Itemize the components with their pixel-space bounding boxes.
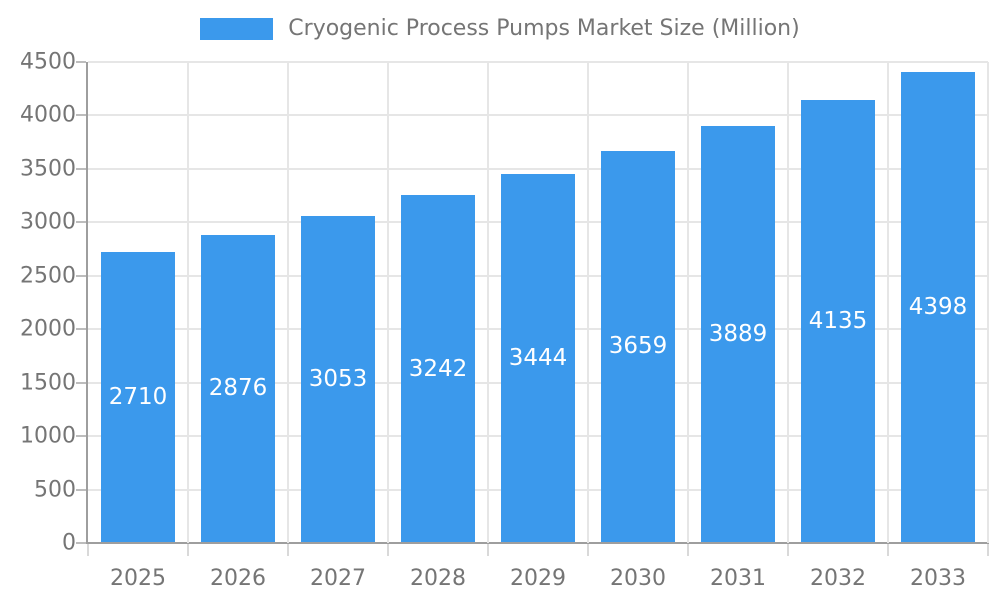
bar-value-label: 2710 [108,384,168,411]
bar: 3242 [401,195,475,542]
x-tick-label: 2033 [910,566,966,591]
x-tick [387,544,389,556]
bar: 4398 [901,71,975,542]
legend[interactable]: Cryogenic Process Pumps Market Size (Mil… [0,16,1000,41]
x-tick-label: 2031 [710,566,766,591]
legend-label: Cryogenic Process Pumps Market Size (Mil… [288,16,800,41]
x-tick-label: 2027 [310,566,366,591]
y-tick-label: 500 [34,477,76,503]
y-tick-label: 3500 [20,156,76,182]
bar-value-label: 4135 [808,308,868,334]
x-tick [787,544,789,556]
y-tick [76,221,86,224]
x-tick-label: 2032 [810,566,866,591]
y-tick-label: 1000 [20,423,76,449]
x-tick [487,544,489,556]
x-tick [87,544,89,556]
bar-value-label: 2876 [208,375,268,402]
bar-value-label: 3889 [708,321,768,348]
bar: 3889 [701,126,775,542]
y-tick [76,167,86,170]
y-tick-label: 2500 [20,263,76,289]
y-tick-label: 4500 [20,49,76,75]
v-gridline [187,62,189,543]
x-tick [187,544,189,556]
bar: 3053 [301,215,375,542]
y-tick-label: 3000 [20,209,76,235]
x-tick-label: 2028 [410,566,466,591]
x-tick [887,544,889,556]
y-tick-label: 2000 [20,316,76,342]
bar-value-label: 4398 [908,293,968,320]
x-tick [587,544,589,556]
x-tick-label: 2025 [110,566,166,591]
y-tick-label: 4000 [20,102,76,128]
y-tick [76,61,86,63]
x-tick-label: 2026 [210,566,266,591]
v-gridline [487,62,489,543]
v-gridline [387,62,389,543]
v-gridline [587,62,589,543]
legend-swatch [200,17,274,40]
x-tick-label: 2030 [610,566,666,591]
bar-value-label: 3242 [408,355,468,382]
bar-value-label: 3053 [308,365,368,392]
bar-value-label: 3659 [608,333,668,360]
h-gridline [88,114,988,117]
v-gridline [987,62,989,543]
y-tick [76,488,86,491]
h-gridline [88,167,988,170]
y-tick [76,114,86,117]
plot-area: 0 500 1000 1500 2000 2500 3000 3500 4000 4500 2710… [20,50,989,591]
y-tick [76,381,86,384]
y-axis-line [86,62,88,543]
x-tick-label: 2029 [510,566,566,591]
bar: 3444 [501,173,575,542]
y-tick-label: 0 [62,530,76,556]
x-axis-line [86,542,989,544]
x-tick [987,544,989,556]
y-tick [76,435,86,438]
bar: 2710 [101,252,175,542]
y-tick [76,328,86,331]
h-gridline [88,61,988,63]
bar: 4135 [801,100,875,542]
v-gridline [887,62,889,543]
v-gridline [687,62,689,543]
bar-value-label: 3444 [508,344,568,371]
bar: 2876 [201,234,275,542]
x-tick [287,544,289,556]
y-tick [76,274,86,277]
y-tick-label: 1500 [20,370,76,396]
x-tick [687,544,689,556]
v-gridline [787,62,789,543]
bar: 3659 [601,150,675,542]
v-gridline [287,62,289,543]
y-tick [76,542,86,544]
